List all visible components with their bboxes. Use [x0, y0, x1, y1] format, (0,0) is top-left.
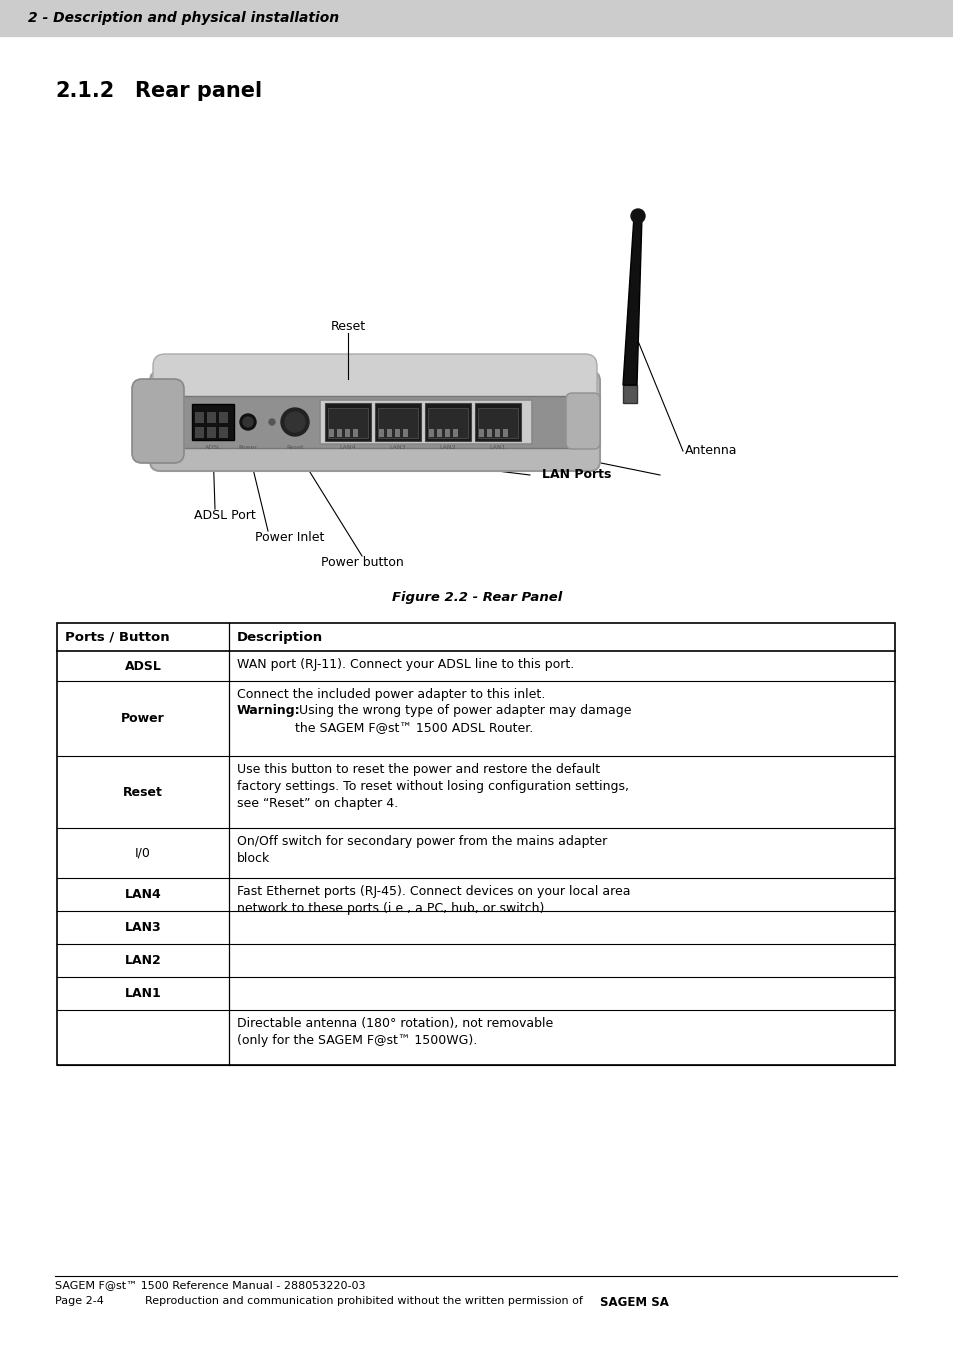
FancyBboxPatch shape — [565, 393, 599, 449]
Bar — [402, 430, 408, 436]
Bar — [207, 412, 215, 423]
Bar — [424, 403, 471, 440]
Bar — [336, 430, 341, 436]
Text: ADSL Port: ADSL Port — [193, 509, 255, 521]
Circle shape — [240, 413, 255, 430]
Bar — [319, 400, 532, 444]
Text: Use this button to reset the power and restore the default
factory settings. To : Use this button to reset the power and r… — [236, 763, 628, 811]
Bar — [375, 403, 420, 440]
Text: Reset: Reset — [123, 785, 163, 798]
Bar — [429, 430, 434, 436]
Text: Rear panel: Rear panel — [135, 81, 262, 101]
Circle shape — [285, 412, 305, 432]
Bar — [0, 0, 953, 36]
Text: Reproduction and communication prohibited without the written permission of: Reproduction and communication prohibite… — [145, 1296, 586, 1306]
Bar — [207, 427, 215, 438]
Bar — [444, 430, 450, 436]
Circle shape — [281, 408, 309, 436]
Bar — [325, 403, 371, 440]
Circle shape — [630, 209, 644, 223]
Text: Ports / Button: Ports / Button — [65, 631, 170, 643]
Text: Power: Power — [121, 712, 165, 725]
Bar — [377, 408, 417, 438]
Text: LAN Ports: LAN Ports — [541, 469, 611, 481]
FancyBboxPatch shape — [132, 380, 184, 463]
Text: LAN3: LAN3 — [389, 444, 406, 450]
Bar — [486, 430, 492, 436]
Bar — [453, 430, 457, 436]
Text: On/Off switch for secondary power from the mains adapter
block: On/Off switch for secondary power from t… — [236, 835, 607, 865]
Bar — [502, 430, 507, 436]
Text: Connect the included power adapter to this inlet.: Connect the included power adapter to th… — [236, 688, 545, 701]
Bar — [428, 408, 468, 438]
Text: WAN port (RJ-11). Connect your ADSL line to this port.: WAN port (RJ-11). Connect your ADSL line… — [236, 658, 574, 671]
Text: Warning:: Warning: — [236, 704, 300, 717]
Text: 2 - Description and physical installation: 2 - Description and physical installatio… — [28, 11, 338, 26]
Text: Figure 2.2 - Rear Panel: Figure 2.2 - Rear Panel — [392, 590, 561, 604]
FancyBboxPatch shape — [150, 372, 599, 471]
Text: SAGEM F@st™ 1500 Reference Manual - 288053220-03: SAGEM F@st™ 1500 Reference Manual - 2880… — [55, 1279, 365, 1290]
Text: LAN2: LAN2 — [439, 444, 456, 450]
Bar — [345, 430, 350, 436]
Text: Antenna: Antenna — [684, 444, 737, 458]
Text: Reset: Reset — [330, 320, 365, 332]
Text: LAN1: LAN1 — [489, 444, 506, 450]
Bar — [495, 430, 499, 436]
Text: LAN4: LAN4 — [339, 444, 355, 450]
Bar — [353, 430, 357, 436]
Text: 2.1.2: 2.1.2 — [55, 81, 114, 101]
Circle shape — [269, 419, 274, 426]
Bar — [57, 623, 894, 1065]
Text: Power: Power — [238, 444, 257, 450]
Bar — [328, 408, 368, 438]
Bar — [192, 404, 233, 440]
Bar — [219, 412, 228, 423]
Text: SAGEM SA: SAGEM SA — [599, 1296, 668, 1309]
Bar — [477, 408, 517, 438]
Circle shape — [243, 417, 253, 427]
Text: Using the wrong type of power adapter may damage
the SAGEM F@st™ 1500 ADSL Route: Using the wrong type of power adapter ma… — [294, 704, 631, 734]
Text: Description: Description — [236, 631, 323, 643]
Bar — [395, 430, 399, 436]
Text: ADSL: ADSL — [205, 444, 221, 450]
Text: LAN1: LAN1 — [125, 988, 161, 1000]
Text: Reset: Reset — [286, 444, 303, 450]
Text: Directable antenna (180° rotation), not removable
(only for the SAGEM F@st™ 1500: Directable antenna (180° rotation), not … — [236, 1017, 553, 1047]
Bar — [378, 430, 384, 436]
Text: LAN2: LAN2 — [125, 954, 161, 967]
Text: LAN4: LAN4 — [125, 888, 161, 901]
Bar — [436, 430, 441, 436]
Bar — [174, 396, 575, 449]
Text: LAN3: LAN3 — [125, 921, 161, 934]
Text: I/0: I/0 — [135, 847, 151, 859]
Bar — [194, 427, 204, 438]
Text: Power Inlet: Power Inlet — [255, 531, 324, 544]
Text: Fast Ethernet ports (RJ-45). Connect devices on your local area
network to these: Fast Ethernet ports (RJ-45). Connect dev… — [236, 885, 630, 915]
Text: ADSL: ADSL — [125, 659, 161, 673]
Bar — [219, 427, 228, 438]
Polygon shape — [622, 216, 641, 385]
Bar — [194, 412, 204, 423]
Bar — [622, 385, 637, 403]
FancyBboxPatch shape — [152, 354, 597, 408]
Bar — [475, 403, 520, 440]
Text: Page 2-4: Page 2-4 — [55, 1296, 104, 1306]
Bar — [387, 430, 392, 436]
Bar — [329, 430, 334, 436]
Bar — [478, 430, 483, 436]
Text: Power button: Power button — [320, 557, 403, 569]
